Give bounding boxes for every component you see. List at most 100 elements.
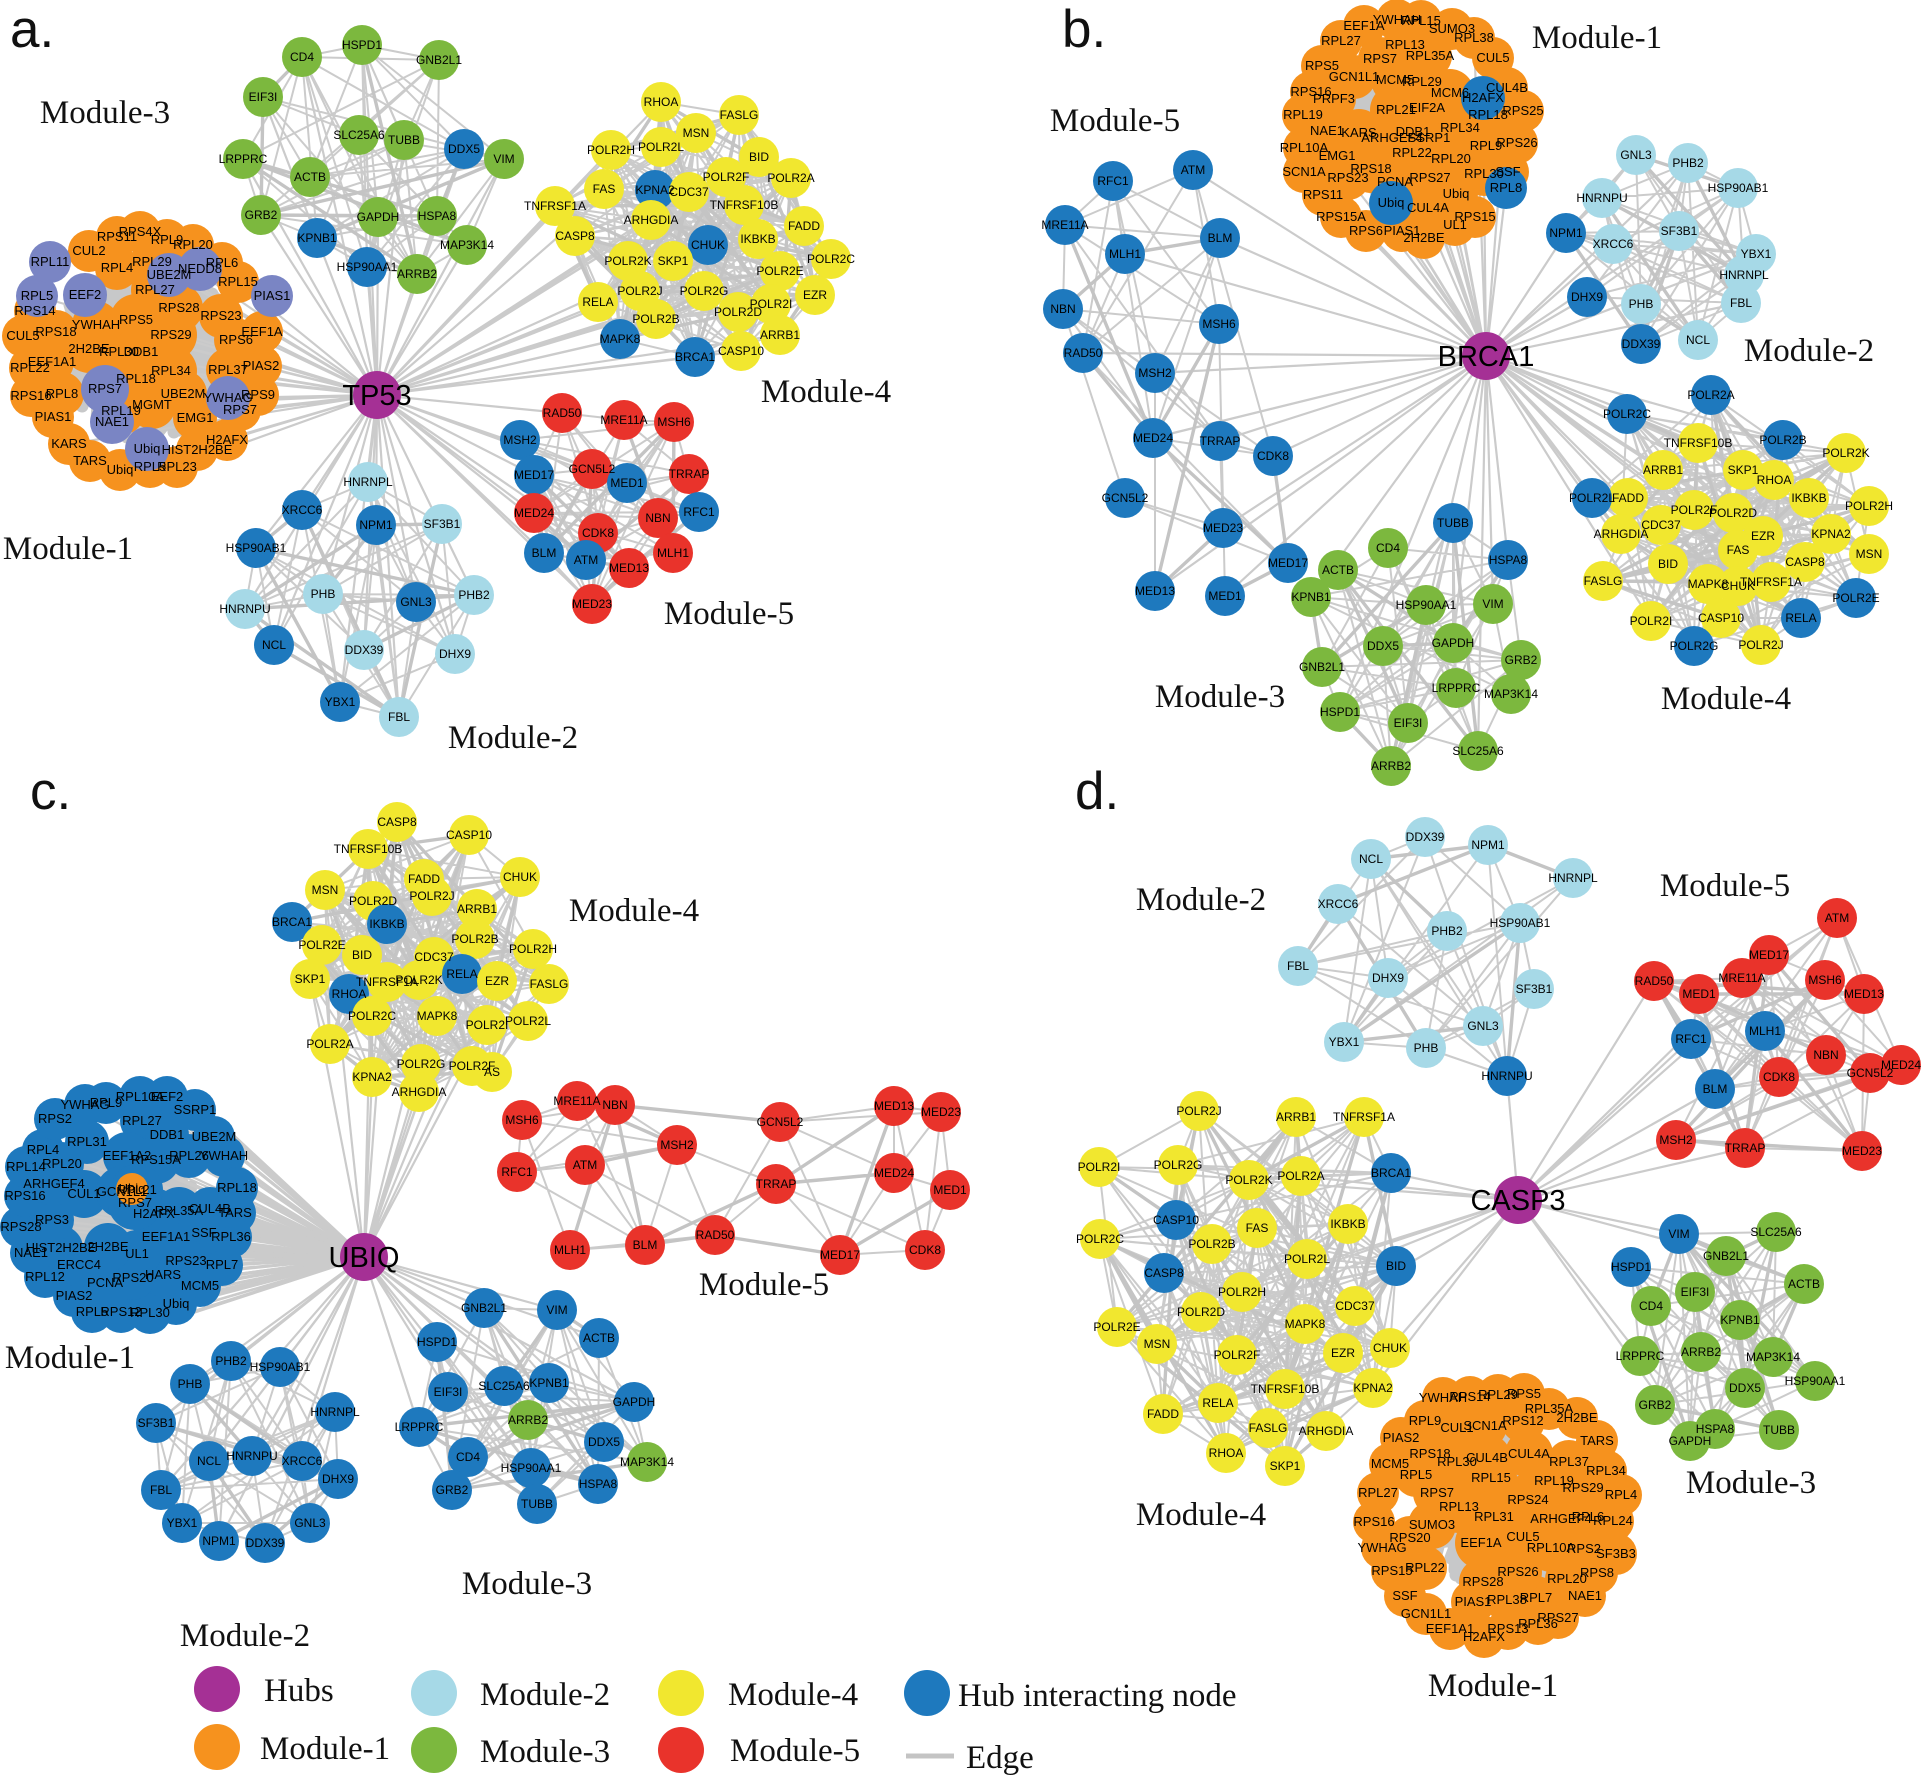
svg-text:FAS: FAS	[1727, 543, 1750, 557]
svg-text:FAS: FAS	[1246, 1221, 1269, 1235]
svg-text:RPL27: RPL27	[1358, 1485, 1398, 1500]
svg-text:POLR2A: POLR2A	[1687, 388, 1734, 402]
svg-text:MED13: MED13	[609, 561, 649, 575]
svg-text:MSH6: MSH6	[1808, 973, 1842, 987]
svg-text:FBL: FBL	[388, 710, 410, 724]
svg-text:RHOA: RHOA	[644, 95, 679, 109]
svg-text:ARRB2: ARRB2	[397, 267, 437, 281]
svg-text:RPS6: RPS6	[219, 332, 253, 347]
svg-text:RPL35A: RPL35A	[1525, 1401, 1574, 1416]
svg-text:CUL4B: CUL4B	[1486, 80, 1528, 95]
svg-text:CUL4A: CUL4A	[1508, 1446, 1550, 1461]
svg-text:Module-2: Module-2	[448, 720, 578, 756]
svg-text:RHOA: RHOA	[1757, 473, 1792, 487]
svg-text:Module-3: Module-3	[1686, 1465, 1816, 1501]
svg-text:RFC1: RFC1	[501, 1165, 533, 1179]
svg-text:CDK8: CDK8	[1763, 1070, 1795, 1084]
svg-text:RPL20: RPL20	[1547, 1571, 1587, 1586]
svg-text:POLR2L: POLR2L	[1284, 1252, 1330, 1266]
svg-text:POLR2G: POLR2G	[397, 1057, 446, 1071]
svg-text:DDX39: DDX39	[345, 643, 384, 657]
svg-text:RPL9: RPL9	[90, 1095, 123, 1110]
svg-text:RPL18: RPL18	[217, 1180, 257, 1195]
svg-text:EIF3I: EIF3I	[1394, 716, 1423, 730]
svg-text:GCN5L2: GCN5L2	[1847, 1066, 1894, 1080]
svg-text:RPL6: RPL6	[206, 255, 239, 270]
svg-text:RPL11: RPL11	[31, 254, 70, 269]
svg-text:Module-3: Module-3	[40, 95, 170, 131]
svg-text:RPL4: RPL4	[27, 1142, 60, 1157]
svg-text:RELA: RELA	[1202, 1396, 1233, 1410]
svg-text:POLR2F: POLR2F	[1671, 503, 1718, 517]
svg-text:PCNA: PCNA	[87, 1275, 123, 1290]
svg-text:SSRP1: SSRP1	[1408, 130, 1451, 145]
svg-text:MED24: MED24	[1881, 1058, 1921, 1072]
svg-text:CDK8: CDK8	[582, 526, 614, 540]
svg-text:POLR2A: POLR2A	[306, 1037, 353, 1051]
svg-text:SSF: SSF	[191, 1225, 216, 1240]
svg-text:NCL: NCL	[1359, 852, 1383, 866]
svg-text:HNRNPL: HNRNPL	[310, 1405, 360, 1419]
svg-text:DDX39: DDX39	[1406, 830, 1445, 844]
svg-text:GNL3: GNL3	[1467, 1019, 1499, 1033]
svg-text:MAP3K14: MAP3K14	[1484, 687, 1538, 701]
svg-text:GNB2L1: GNB2L1	[1299, 660, 1345, 674]
svg-text:KARS: KARS	[1341, 125, 1377, 140]
svg-text:IKBKB: IKBKB	[1791, 491, 1826, 505]
svg-text:EEF1A1: EEF1A1	[142, 1229, 190, 1244]
svg-text:POLR2B: POLR2B	[1188, 1237, 1235, 1251]
svg-text:HSPD1: HSPD1	[1611, 1260, 1651, 1274]
svg-text:HNRNPL: HNRNPL	[343, 475, 393, 489]
svg-text:CD4: CD4	[1639, 1299, 1663, 1313]
svg-text:CD4: CD4	[290, 50, 314, 64]
svg-text:EMG1: EMG1	[1319, 148, 1356, 163]
svg-text:RPL29: RPL29	[1478, 1387, 1518, 1402]
svg-text:LRPPRC: LRPPRC	[219, 152, 268, 166]
svg-text:LRPPRC: LRPPRC	[395, 1420, 444, 1434]
svg-text:PHB: PHB	[178, 1377, 203, 1391]
svg-text:PIAS2: PIAS2	[56, 1288, 93, 1303]
svg-text:2H2BE: 2H2BE	[1556, 1410, 1598, 1425]
svg-text:ARRB2: ARRB2	[1681, 1345, 1721, 1359]
svg-text:KPNB1: KPNB1	[1720, 1313, 1760, 1327]
svg-text:CUL1: CUL1	[1440, 1420, 1473, 1435]
svg-text:SF3B1: SF3B1	[424, 517, 461, 531]
svg-text:TRRAP: TRRAP	[1200, 434, 1241, 448]
svg-text:POLR2G: POLR2G	[1670, 639, 1719, 653]
svg-text:RPL5: RPL5	[76, 1304, 109, 1319]
svg-text:POLR2J: POLR2J	[617, 284, 662, 298]
svg-text:BID: BID	[1386, 1259, 1406, 1273]
svg-text:HIST2H2BE: HIST2H2BE	[162, 442, 233, 457]
svg-text:YWHAH: YWHAH	[200, 1148, 248, 1163]
svg-text:MAPK8: MAPK8	[417, 1009, 458, 1023]
svg-text:Hubs: Hubs	[264, 1673, 334, 1709]
svg-text:BLM: BLM	[532, 546, 557, 560]
svg-text:RPS7: RPS7	[223, 402, 257, 417]
svg-text:EEF1A: EEF1A	[1343, 18, 1385, 33]
svg-text:RPL22: RPL22	[1392, 145, 1432, 160]
svg-text:FAS: FAS	[593, 182, 616, 196]
svg-text:ATM: ATM	[1181, 163, 1205, 177]
svg-text:Ubiq: Ubiq	[163, 1296, 190, 1311]
svg-text:ATM: ATM	[574, 553, 598, 567]
svg-text:CD4: CD4	[456, 1450, 480, 1464]
svg-text:NEDD8: NEDD8	[178, 261, 222, 276]
svg-text:RPS20: RPS20	[1389, 1530, 1430, 1545]
svg-text:TNFRSF10B: TNFRSF10B	[1251, 1382, 1320, 1396]
svg-text:POLR2I: POLR2I	[466, 1018, 509, 1032]
svg-text:MED23: MED23	[1203, 521, 1243, 535]
svg-text:POLR2F: POLR2F	[1214, 1348, 1261, 1362]
svg-text:Module-5: Module-5	[730, 1733, 860, 1769]
svg-text:RPL7: RPL7	[206, 1257, 239, 1272]
svg-text:DDX39: DDX39	[1622, 337, 1661, 351]
svg-text:CASP10: CASP10	[1153, 1213, 1199, 1227]
svg-text:RPL36: RPL36	[1518, 1616, 1558, 1631]
svg-text:POLR2E: POLR2E	[298, 938, 345, 952]
svg-text:POLR2K: POLR2K	[1822, 446, 1869, 460]
svg-text:RPS16: RPS16	[4, 1188, 45, 1203]
svg-text:RPL34: RPL34	[1440, 120, 1480, 135]
svg-text:c.: c.	[30, 762, 71, 821]
svg-text:CUL4A: CUL4A	[1407, 200, 1449, 215]
svg-text:UL1: UL1	[125, 1246, 149, 1261]
svg-text:HNRNPU: HNRNPU	[1576, 191, 1627, 205]
